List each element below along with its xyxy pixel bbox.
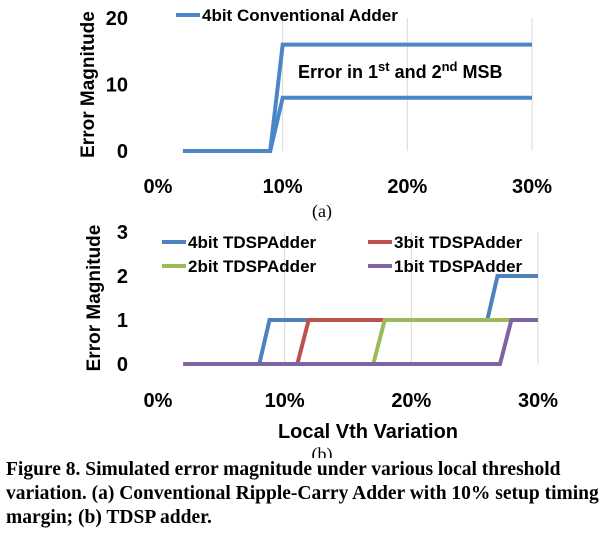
x-tick-label: 0% [144,390,173,412]
x-tick-label: 10% [263,176,303,198]
x-axis-label: Local Vth Variation [278,421,458,443]
series-line [183,318,538,366]
y-tick-label: 10 [106,75,128,97]
y-axis-label: Error Magnitude [78,11,99,158]
y-tick-label: 2 [117,266,128,288]
legend-entry: 4bit Conventional Adder [202,6,398,25]
annotation-part: st [378,59,390,74]
x-tick-label: 10% [265,390,305,412]
series-line [182,95,532,153]
legend-entry: 3bit TDSPAdder [394,233,523,252]
annotation-part: and 2 [390,62,442,82]
chart-b: 0% 10% 20% 30% 0 1 2 3 Error Magnitude Local Vth … [84,222,558,458]
annotation-part: MSB [458,62,503,82]
annotation-text: Error in 1st and 2nd MSB [298,59,503,82]
y-tick-label: 0 [117,354,128,376]
series-line [268,42,532,152]
annotation-part: nd [442,59,458,74]
chart-a: 0% 10% 20% 30% 0 10 20 Error Magnitude (a) 4bit C… [78,6,552,222]
panel-label: (a) [312,201,332,222]
series-line [183,318,538,366]
series-line [183,318,538,366]
y-tick-label: 0 [117,141,128,163]
legend-entry: 2bit TDSPAdder [188,257,317,276]
legend-entry: 1bit TDSPAdder [394,257,523,276]
x-tick-label: 0% [144,176,173,198]
x-tick-label: 30% [518,390,558,412]
y-tick-label: 20 [106,8,128,30]
x-tick-label: 20% [391,390,431,412]
y-tick-label: 3 [117,222,128,244]
y-axis-label: Error Magnitude [84,225,105,372]
panel-label: (b) [312,444,333,458]
legend-entry: 4bit TDSPAdder [188,233,317,252]
x-tick-label: 20% [387,176,427,198]
annotation-part: Error in 1 [298,62,378,82]
figure-caption: Figure 8. Simulated error magnitude unde… [6,459,599,528]
y-tick-label: 1 [117,310,128,332]
x-tick-label: 30% [512,176,552,198]
